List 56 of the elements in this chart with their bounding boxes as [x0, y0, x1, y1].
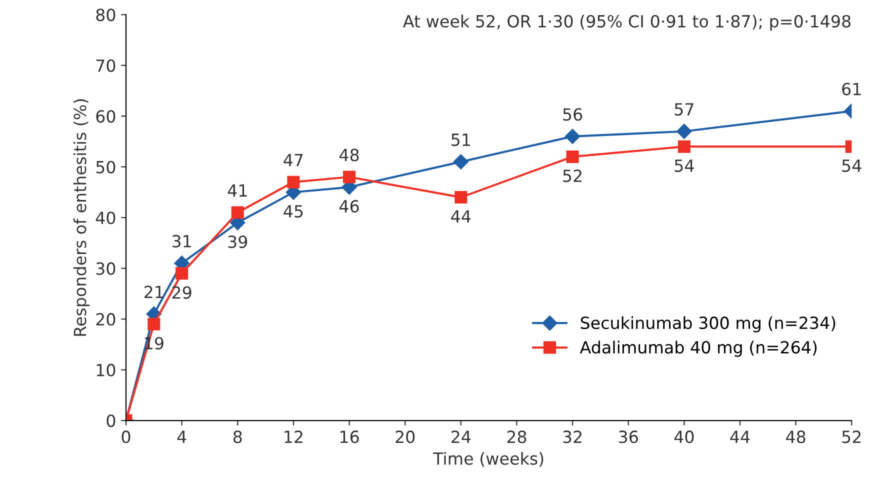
data-label: 39: [228, 235, 248, 248]
data-label: 48: [339, 148, 359, 162]
data-label: 41: [228, 184, 247, 197]
data-label: 21: [144, 286, 163, 298]
y-tick-label: 10: [96, 364, 116, 376]
point: [453, 154, 468, 170]
x-tick-label: 52: [842, 430, 861, 444]
point: [566, 150, 579, 163]
point: [454, 191, 468, 204]
x-tick-label: 44: [730, 430, 750, 443]
data-label: 47: [284, 154, 303, 166]
x-tick-label: 40: [674, 430, 694, 444]
data-label: 31: [172, 234, 191, 248]
x-tick-label: 24: [452, 430, 471, 443]
y-tick-label: 40: [96, 212, 116, 224]
data-label: 29: [172, 286, 192, 299]
data-label: 44: [451, 210, 471, 222]
point: [564, 128, 580, 144]
y-tick-label: 80: [96, 8, 116, 22]
data-label: 45: [284, 205, 303, 218]
y-axis-title: Responders of enthesitis (%): [73, 99, 90, 336]
point: [148, 318, 160, 330]
point: [676, 124, 692, 139]
x-tick-label: 4: [177, 430, 186, 443]
x-tick-label: 48: [786, 430, 806, 444]
x-tick-label: 8: [233, 430, 242, 444]
y-tick-label: 70: [96, 59, 116, 72]
data-label: 54: [674, 160, 694, 172]
y-tick-label: 20: [96, 313, 116, 326]
y-tick-label: 30: [96, 262, 116, 275]
data-label: 56: [563, 108, 582, 121]
x-axis-title: Time (weeks): [432, 452, 544, 467]
point: [678, 140, 690, 153]
data-label: 57: [674, 103, 694, 116]
x-tick-label: 12: [284, 430, 302, 443]
data-label: 52: [563, 170, 582, 182]
point: [287, 176, 300, 188]
point: [343, 170, 356, 184]
y-tick-label: 0: [106, 414, 116, 428]
x-tick-label: 16: [340, 430, 359, 444]
data-label: 61: [842, 82, 861, 96]
annotation: At week 52, OR 1·30 (95% CI 0·91 to 1·87); p=0·1498: [403, 14, 850, 31]
x-tick-label: 20: [396, 430, 415, 444]
x-tick-label: 28: [507, 430, 526, 444]
data-label: 54: [842, 160, 862, 172]
data-label: 51: [452, 134, 470, 146]
x-tick-label: 36: [619, 430, 638, 444]
legend-label: Secukinumab 300 mg (n=234): [580, 316, 836, 332]
y-tick-label: 50: [96, 160, 116, 174]
data-label: 46: [339, 200, 359, 213]
point: [176, 267, 188, 280]
point: [231, 206, 244, 219]
y-tick-label: 60: [96, 110, 116, 123]
x-tick-label: 32: [563, 430, 582, 444]
x-tick-label: 0: [122, 430, 130, 444]
legend-label: Adalimumab 40 mg (n=264): [580, 340, 817, 357]
